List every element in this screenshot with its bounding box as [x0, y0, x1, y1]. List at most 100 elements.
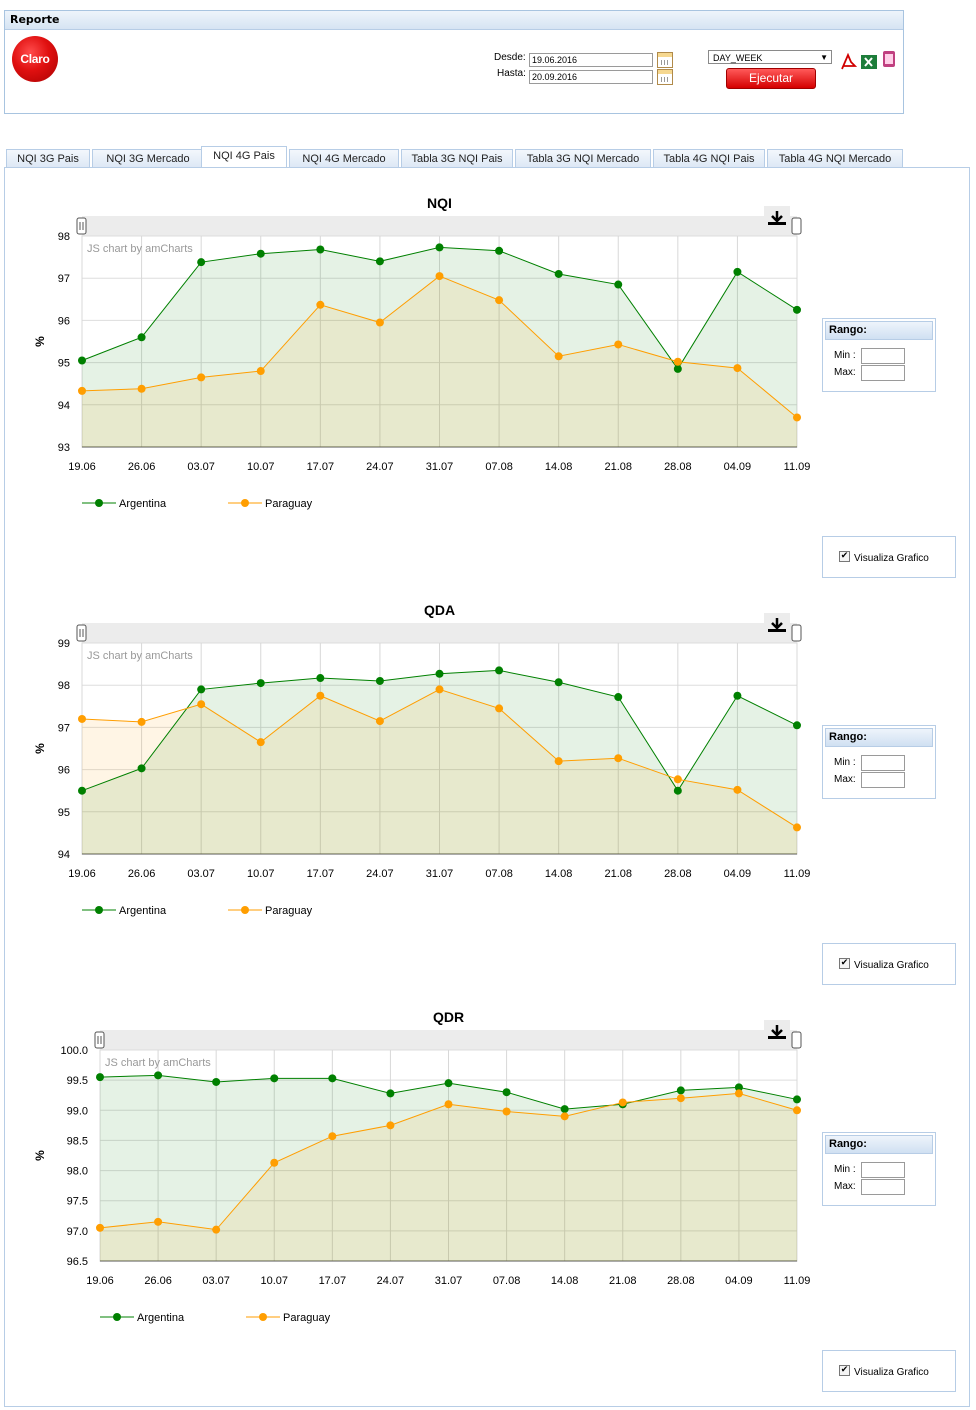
rango-title: Rango: — [825, 1135, 933, 1154]
data-point-argentina — [375, 676, 384, 685]
legend-marker — [241, 906, 249, 914]
data-point-argentina — [137, 764, 146, 773]
visualiza-checkbox[interactable]: ✔ — [839, 1365, 850, 1376]
data-point-argentina — [435, 669, 444, 678]
claro-logo: Claro — [12, 36, 58, 82]
tab-nqi-3g-pais[interactable]: NQI 3G Pais — [6, 149, 90, 167]
tab-nqi-4g-pais[interactable]: NQI 4G Pais — [201, 146, 287, 168]
y-tick-label: 97.5 — [67, 1196, 88, 1208]
y-tick-label: 99.5 — [67, 1075, 88, 1087]
series-area-paraguay — [82, 689, 797, 854]
data-point-paraguay — [793, 1106, 801, 1115]
tab-tabla-4g-nqi-mercado[interactable]: Tabla 4G NQI Mercado — [767, 149, 903, 167]
ejecutar-button[interactable]: Ejecutar — [726, 68, 816, 89]
y-tick-label: 97 — [58, 273, 70, 285]
data-point-argentina — [495, 666, 504, 675]
min-input[interactable] — [861, 348, 905, 364]
visualiza-label: Visualiza Grafico — [854, 1367, 929, 1378]
desde-date-input[interactable] — [529, 53, 653, 67]
data-point-argentina — [435, 243, 444, 252]
y-tick-label: 96 — [58, 765, 70, 777]
tab-nqi-3g-mercado[interactable]: NQI 3G Mercado — [92, 149, 204, 167]
data-point-paraguay — [316, 691, 325, 700]
download-icon[interactable] — [764, 206, 790, 228]
y-tick-label: 98.0 — [67, 1166, 88, 1178]
data-point-paraguay — [212, 1225, 221, 1234]
x-tick-label: 26.06 — [128, 461, 156, 473]
data-point-argentina — [328, 1074, 337, 1083]
data-point-paraguay — [316, 300, 325, 309]
data-point-argentina — [386, 1089, 395, 1098]
min-input[interactable] — [861, 1162, 905, 1178]
download-arrow — [771, 1025, 783, 1037]
x-tick-label: 21.08 — [604, 868, 632, 880]
data-point-argentina — [316, 245, 325, 254]
scrollbar-right-handle — [791, 624, 802, 642]
scrollbar-left-handle — [76, 624, 87, 642]
download-icon[interactable] — [764, 613, 790, 635]
x-tick-label: 24.07 — [366, 461, 394, 473]
y-tick-label: 93 — [58, 442, 70, 454]
visualiza-checkbox[interactable]: ✔ — [839, 958, 850, 969]
tab-tabla-3g-nqi-pais[interactable]: Tabla 3G NQI Pais — [401, 149, 513, 167]
data-point-paraguay — [614, 754, 623, 763]
x-tick-label: 04.09 — [724, 868, 752, 880]
scrollbar-right-handle — [791, 1031, 802, 1049]
pdf-export-icon[interactable] — [839, 53, 857, 71]
max-input[interactable] — [861, 772, 905, 788]
hasta-date-input[interactable] — [529, 70, 653, 84]
data-point-argentina — [560, 1105, 569, 1114]
series-area-paraguay — [100, 1093, 797, 1261]
download-tray — [768, 1036, 786, 1039]
data-point-paraguay — [554, 757, 563, 766]
max-input[interactable] — [861, 365, 905, 381]
rango-title: Rango: — [825, 321, 933, 340]
chart-title: NQI — [427, 195, 452, 211]
legend-marker — [95, 499, 103, 507]
tab-tabla-4g-nqi-pais[interactable]: Tabla 4G NQI Pais — [653, 149, 765, 167]
series-area-argentina — [82, 670, 797, 854]
data-point-argentina — [673, 364, 682, 373]
tab-tabla-3g-nqi-mercado[interactable]: Tabla 3G NQI Mercado — [515, 149, 651, 167]
data-point-paraguay — [328, 1132, 337, 1141]
desde-calendar-icon[interactable] — [657, 52, 673, 68]
x-tick-label: 14.08 — [551, 1275, 579, 1287]
print-export-icon[interactable] — [880, 50, 898, 68]
download-icon[interactable] — [764, 1020, 790, 1042]
download-arrow — [771, 618, 783, 630]
legend-marker — [113, 1313, 121, 1321]
data-point-argentina — [316, 674, 325, 683]
y-tick-label: 99.0 — [67, 1105, 88, 1117]
data-point-argentina — [793, 305, 801, 314]
scrollbar-left-handle — [94, 1031, 105, 1049]
data-point-argentina — [197, 685, 206, 694]
period-select[interactable]: DAY_WEEK ▼ — [708, 50, 832, 64]
hasta-calendar-icon[interactable] — [657, 69, 673, 85]
data-point-argentina — [676, 1086, 685, 1095]
data-point-paraguay — [435, 685, 444, 694]
amcharts-credit: JS chart by amCharts — [87, 650, 193, 662]
data-point-argentina — [495, 246, 504, 255]
excel-export-icon[interactable] — [860, 53, 878, 71]
data-point-argentina — [733, 691, 742, 700]
data-point-argentina — [270, 1074, 279, 1083]
max-input[interactable] — [861, 1179, 905, 1195]
data-point-argentina — [614, 280, 623, 289]
tab-nqi-4g-mercado[interactable]: NQI 4G Mercado — [289, 149, 399, 167]
data-point-argentina — [212, 1077, 221, 1086]
max-label: Max: — [834, 1181, 856, 1192]
y-tick-label: 98 — [58, 680, 70, 692]
data-point-argentina — [154, 1071, 163, 1080]
data-point-paraguay — [78, 714, 86, 723]
data-point-argentina — [256, 679, 265, 688]
data-point-paraguay — [673, 357, 682, 366]
min-input[interactable] — [861, 755, 905, 771]
x-tick-label: 31.07 — [435, 1275, 463, 1287]
legend-marker — [241, 499, 249, 507]
data-point-paraguay — [495, 296, 504, 305]
y-tick-label: 97 — [58, 722, 70, 734]
data-point-argentina — [793, 1095, 801, 1104]
data-point-paraguay — [375, 717, 384, 726]
visualiza-checkbox[interactable]: ✔ — [839, 551, 850, 562]
min-label: Min : — [834, 757, 856, 768]
